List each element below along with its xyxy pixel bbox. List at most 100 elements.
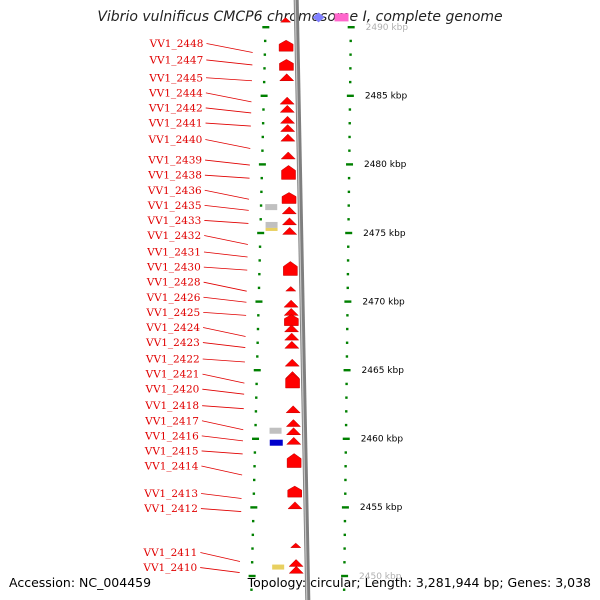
gene-label[interactable]: VV1_2440 [147, 134, 202, 146]
gene-leader-line [204, 204, 249, 211]
gene-label[interactable]: VV1_2433 [147, 215, 202, 227]
gene-label[interactable]: VV1_2441 [148, 118, 203, 130]
trna-feature[interactable] [265, 227, 278, 231]
gene-arrow[interactable] [280, 133, 296, 142]
gene-arrow[interactable] [279, 17, 292, 23]
gene-arrow[interactable] [285, 286, 297, 292]
gene-arrow[interactable] [284, 358, 300, 367]
gene-leader-line [205, 139, 251, 149]
gene-arrow[interactable] [284, 314, 299, 326]
gene-arrow[interactable] [284, 340, 300, 349]
gene-arrow[interactable] [280, 124, 296, 132]
scale-tick [347, 245, 350, 248]
gene-label[interactable]: VV1_2428 [146, 277, 201, 289]
scale-tick [342, 588, 346, 591]
scale-label: 2480 kbp [364, 160, 407, 170]
gene-label[interactable]: VV1_2422 [145, 354, 200, 366]
gene-arrow[interactable] [288, 565, 304, 574]
gene-label[interactable]: VV1_2439 [147, 155, 202, 167]
gene-label[interactable]: VV1_2416 [144, 430, 199, 442]
gene-arrow[interactable] [283, 308, 299, 316]
gene-label[interactable]: VV1_2438 [147, 170, 202, 182]
gene-arrow[interactable] [280, 151, 296, 160]
gene-arrow[interactable] [285, 373, 300, 389]
gene-label[interactable]: VV1_2413 [143, 488, 198, 500]
gene-arrow[interactable] [282, 227, 298, 235]
gene-label[interactable]: VV1_2432 [146, 230, 201, 242]
gene-leader-line [202, 373, 245, 384]
gene-arrow[interactable] [286, 436, 302, 445]
gene-label[interactable]: VV1_2423 [145, 337, 200, 349]
scale-label: 2470 kbp [362, 297, 405, 307]
gene-arrow[interactable] [283, 261, 298, 276]
gene-label[interactable]: VV1_2425 [145, 307, 200, 319]
gene-arrow[interactable] [290, 542, 302, 548]
gene-label[interactable]: VV1_2420 [145, 384, 200, 396]
gene-track-tick [251, 547, 254, 550]
gene-arrow[interactable] [283, 324, 300, 333]
rrna-feature[interactable] [269, 427, 282, 434]
gene-label[interactable]: VV1_2447 [148, 54, 203, 66]
pink-feature[interactable] [334, 13, 349, 22]
gene-label[interactable]: VV1_2411 [143, 547, 198, 559]
gene-arrow[interactable] [281, 165, 296, 180]
scale-tick [346, 272, 350, 276]
violet-feature[interactable] [312, 12, 325, 23]
gene-arrow[interactable] [285, 419, 301, 427]
gene-label[interactable]: VV1_2414 [144, 461, 199, 473]
gene-arrow[interactable] [279, 59, 294, 71]
gene-label[interactable]: VV1_2431 [146, 247, 201, 259]
gene-label[interactable]: VV1_2410 [142, 562, 197, 574]
gene-arrow[interactable] [281, 217, 298, 226]
gene-arrow[interactable] [286, 453, 302, 468]
gene-label[interactable]: VV1_2445 [148, 72, 203, 84]
gene-arrow[interactable] [288, 559, 304, 567]
gene-label[interactable]: VV1_2448 [149, 38, 204, 50]
gene-track-tick [258, 163, 266, 166]
gene-label[interactable]: VV1_2430 [146, 262, 201, 274]
gene-arrow[interactable] [281, 206, 297, 215]
gene-label[interactable]: VV1_2415 [144, 445, 199, 457]
gene-label[interactable]: VV1_2435 [147, 200, 202, 212]
scale-tick [349, 67, 352, 70]
scale-tick [348, 122, 351, 125]
gene-label[interactable]: VV1_2412 [143, 503, 198, 515]
gene-arrow[interactable] [284, 332, 300, 341]
trna-feature[interactable] [272, 564, 285, 570]
gene-arrow[interactable] [279, 73, 295, 82]
gene-label[interactable]: VV1_2424 [145, 322, 200, 334]
gene-arrow[interactable] [283, 299, 299, 308]
gene-label[interactable]: VV1_2442 [148, 102, 203, 114]
gene-arrow[interactable] [287, 485, 302, 498]
gene-arrow[interactable] [279, 115, 296, 124]
blue-feature[interactable] [269, 439, 283, 446]
scale-tick [347, 26, 355, 29]
gene-track-tick [250, 506, 258, 509]
rrna-feature[interactable] [265, 221, 278, 228]
scale-tick-track [341, 26, 355, 591]
gene-arrow[interactable] [285, 405, 301, 414]
gene-label[interactable]: VV1_2421 [145, 369, 200, 381]
gene-leader-line [206, 59, 253, 66]
gene-leader-line [204, 189, 250, 200]
gene-label[interactable]: VV1_2417 [144, 415, 199, 427]
gene-arrow[interactable] [278, 39, 294, 52]
scale-label: 2485 kbp [365, 92, 408, 102]
gene-label[interactable]: VV1_2418 [144, 400, 199, 412]
scale-tick [346, 163, 354, 166]
scale-tick [346, 314, 349, 317]
gene-label[interactable]: VV1_2444 [148, 87, 203, 99]
gene-arrow[interactable] [279, 104, 295, 113]
gene-track-tick [260, 176, 263, 180]
gene-track-tick [258, 245, 262, 248]
gene-label[interactable]: VV1_2426 [146, 292, 201, 304]
gene-track-tick [261, 149, 264, 152]
gene-arrow[interactable] [285, 427, 302, 435]
gene-arrow[interactable] [279, 96, 295, 105]
rrna-feature[interactable] [265, 204, 278, 211]
gene-arrow[interactable] [287, 501, 303, 510]
gene-label[interactable]: VV1_2436 [147, 185, 202, 197]
scale-tick [347, 204, 350, 207]
gene-arrow[interactable] [281, 192, 297, 204]
